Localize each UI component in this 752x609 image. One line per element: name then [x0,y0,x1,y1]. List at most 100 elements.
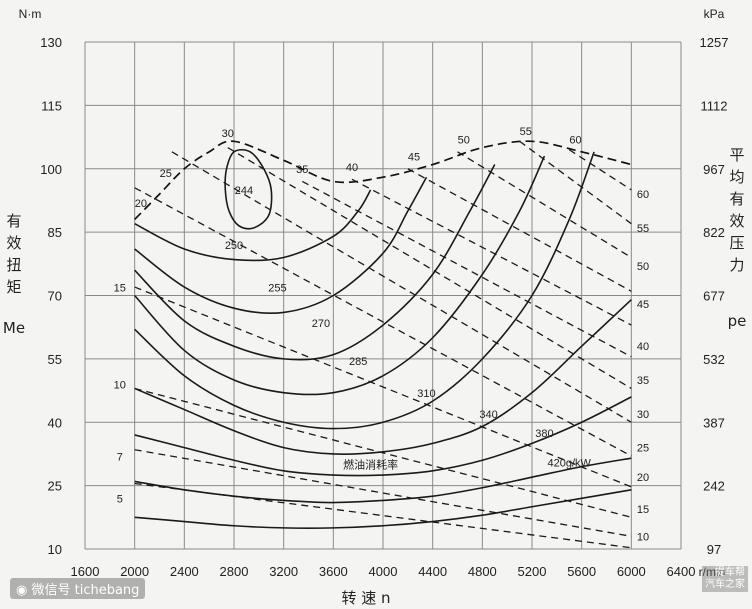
power-line-45 [407,168,632,292]
fuel-contour-label: 310 [417,388,435,400]
power-label-right: 25 [637,443,649,455]
y-axis-label-right-char: 力 [729,256,744,274]
x-tick-label: 4800 [468,564,497,579]
y-unit-left: N·m [19,7,42,21]
y-axis-label-left-char: 扭 [6,256,21,274]
full-load-curve [134,140,632,221]
power-line-40 [351,178,632,326]
power-label-left: 45 [408,151,420,163]
y-tick-label-left: 115 [41,98,62,113]
axes: 1600 2000 2400 2800 3200 3600 4000 4400 4800 5200… [3,7,746,607]
y-tick-label-left: 55 [48,352,62,367]
power-label-left: 40 [346,162,358,174]
watermark-line1: 提车帮 [715,567,745,578]
power-line-15 [134,286,632,488]
power-lines [134,140,632,549]
power-label-left: 7 [117,451,123,463]
power-line-30 [227,147,632,390]
y-axis-label-right-char: 效 [729,212,744,230]
fuel-contour-9 [134,489,632,529]
power-line-10 [134,387,632,518]
fuel-contour-3 [134,164,496,361]
power-line-50 [457,151,632,259]
fuel-contour-label: 340 [479,409,497,421]
y-tick-label-right: 242 [703,479,725,494]
y-tick-label-right: 822 [703,225,725,240]
grid [84,41,682,550]
y-axis-label-left-char: 矩 [6,278,21,296]
y-unit-right: kPa [704,7,725,21]
y-axis-label-left-char: 有 [6,212,21,230]
y-tick-label-right: 387 [703,415,725,430]
fuel-annotation: 燃油消耗率 [343,458,398,472]
y-tick-label-right: 677 [703,289,725,304]
power-line-7 [134,449,632,537]
power-label-left: 10 [114,379,126,391]
x-tick-label: 5200 [518,564,547,579]
x-tick-label: 5600 [567,564,596,579]
y-axis-label-right-char: 有 [729,190,744,208]
power-line-55 [519,140,632,225]
power-label-right: 55 [637,223,649,235]
power-label-left: 50 [458,134,470,146]
power-label-right: 20 [637,472,649,484]
fuel-contour-1 [134,189,372,262]
y-axis-symbol-right: pe [728,312,747,330]
power-label-left: 5 [117,494,123,506]
power-label-right: 10 [637,531,649,543]
x-axis-label: 转 速 n [341,589,390,607]
x-tick-label: 1600 [71,564,100,579]
full-load-curve-line [134,140,632,221]
fuel-contour-7 [134,396,632,477]
y-tick-label-left: 25 [48,479,62,494]
y-tick-label-right: 967 [703,162,725,177]
x-tick-label: 3200 [269,564,298,579]
x-tick-label: 2400 [170,564,199,579]
x-unit: r/min [699,565,726,579]
y-tick-label-right: 1257 [700,35,729,50]
fuel-unit-label: 420g/kW [548,458,592,470]
x-tick-label: 6000 [617,564,646,579]
y-tick-label-left: 130 [40,35,62,50]
y-axis-label-right-char: 平 [729,146,744,164]
y-tick-label-right: 1112 [701,98,728,113]
x-tick-label: 3600 [319,564,348,579]
y-tick-label-left: 10 [48,542,62,557]
fuel-contour-4 [134,155,546,396]
y-axis-label-right-char: 压 [729,234,744,252]
watermark-line2: 汽车之家 [705,579,745,590]
y-tick-label-right: 97 [707,542,721,557]
x-tick-label: 2800 [220,564,249,579]
fuel-contour-label: 250 [225,240,243,252]
watermark-text: 微信号 tichebang [31,583,140,598]
x-tick-label: 4000 [369,564,398,579]
power-line-35 [301,180,632,358]
fuel-consumption-contours [134,148,632,529]
watermark-wechat: ◉ 微信号 tichebang [10,578,146,599]
fuel-contour-5 [134,151,595,430]
y-axis-symbol-left: Me [3,319,25,337]
power-line-20 [134,187,632,457]
power-label-left: 60 [569,134,581,146]
power-label-left: 30 [222,128,234,140]
fuel-contour-label: 255 [268,282,286,294]
power-label-left: 35 [296,164,308,176]
x-tick-label: 2000 [120,564,149,579]
y-tick-label-left: 100 [40,162,62,177]
x-tick-label: 6400 [667,564,696,579]
watermark-logo: 提车帮 汽车之家 [702,566,748,592]
power-label-left: 25 [160,168,172,180]
power-label-right: 60 [637,189,649,201]
x-tick-label: 4400 [418,564,447,579]
power-label-left: 15 [114,282,126,294]
power-line-25 [171,151,632,423]
chart-labels: 244 250 255 270 285 310 340 380 420g/kW 燃油消耗率 5 7 10… [114,126,649,543]
y-tick-label-right: 532 [703,352,725,367]
fuel-contour-label: 244 [235,185,253,197]
y-axis-label-left-char: 效 [6,234,21,252]
fuel-contour-2 [134,176,428,315]
power-label-right: 15 [637,504,649,516]
y-axis-label-right-char: 均 [729,168,744,186]
fuel-contour-label: 270 [312,318,330,330]
